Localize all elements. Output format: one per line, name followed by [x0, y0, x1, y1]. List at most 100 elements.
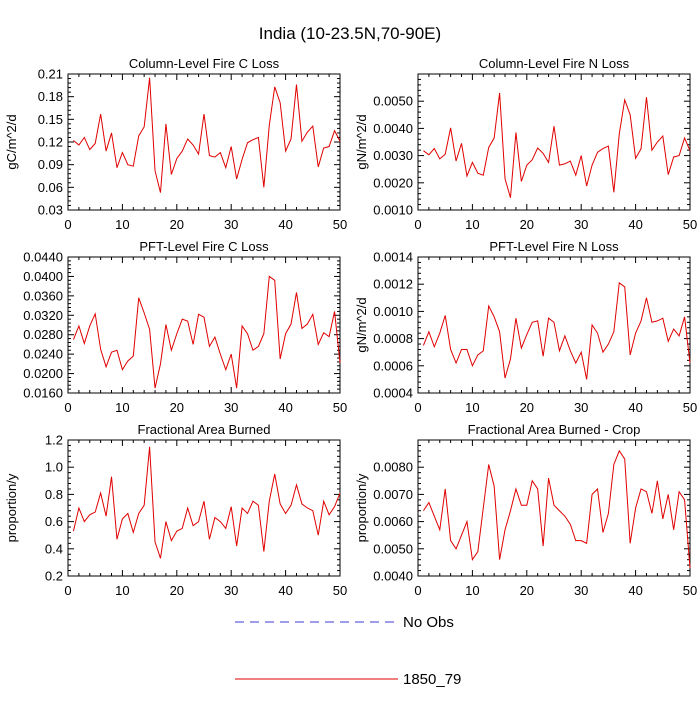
x-tick-label: 0 — [414, 217, 421, 232]
x-tick-label: 10 — [115, 583, 129, 598]
y-tick-label: 0.03 — [38, 203, 63, 218]
x-tick-label: 10 — [115, 217, 129, 232]
chart-panel-3: PFT-Level Fire C Loss 0 10 20 30 40 50 0.0160 0.… — [23, 239, 347, 415]
y-tick-label: 1.0 — [45, 460, 63, 475]
y-tick-label: 0.0440 — [23, 250, 63, 265]
panel-title: Column-Level Fire N Loss — [479, 56, 630, 71]
y-tick-label: 0.06 — [38, 180, 63, 195]
figure-title: India (10-23.5N,70-90E) — [259, 24, 441, 43]
y-axis-label: gN/m^2/d — [354, 297, 369, 352]
plot-frame — [417, 73, 691, 211]
panel-title: PFT-Level Fire N Loss — [489, 239, 619, 254]
x-tick-label: 20 — [170, 400, 184, 415]
plot-frame — [417, 256, 691, 394]
y-tick-label: 0.0040 — [373, 569, 413, 584]
x-tick-label: 50 — [333, 400, 347, 415]
legend: No Obs 1850_79 — [235, 614, 461, 688]
series-line-1850-79 — [73, 77, 341, 193]
x-tick-label: 20 — [520, 583, 534, 598]
y-tick-label: 0.18 — [38, 89, 63, 104]
x-tick-label: 20 — [170, 217, 184, 232]
x-tick-label: 10 — [465, 217, 479, 232]
chart-panel-4: PFT-Level Fire N Loss 0 10 20 30 40 50 0.0004 0.… — [354, 239, 697, 415]
x-tick-label: 40 — [628, 400, 642, 415]
y-tick-label: 0.0360 — [23, 288, 63, 303]
series-line-1850-79 — [72, 275, 341, 389]
y-tick-label: 0.0012 — [373, 277, 413, 292]
y-tick-label: 0.0320 — [23, 308, 63, 323]
y-tick-label: 0.0008 — [373, 331, 413, 346]
panel-title: Fractional Area Burned — [138, 422, 271, 437]
y-tick-label: 0.2 — [45, 569, 63, 584]
y-tick-label: 0.0050 — [373, 541, 413, 556]
x-tick-label: 20 — [520, 217, 534, 232]
y-tick-label: 0.21 — [38, 67, 63, 82]
y-tick-label: 0.0240 — [23, 347, 63, 362]
x-tick-label: 0 — [64, 583, 71, 598]
x-tick-label: 30 — [574, 583, 588, 598]
y-tick-label: 0.15 — [38, 112, 63, 127]
x-tick-label: 40 — [278, 400, 292, 415]
x-tick-label: 20 — [520, 400, 534, 415]
legend-label-1850-79: 1850_79 — [403, 671, 461, 688]
x-tick-label: 10 — [115, 400, 129, 415]
chart-panel-5: Fractional Area Burned 0 10 20 30 40 50 0.2 0.4 0… — [4, 422, 347, 598]
panel-title: PFT-Level Fire C Loss — [139, 239, 269, 254]
x-tick-label: 30 — [574, 217, 588, 232]
y-tick-label: 0.0030 — [373, 148, 413, 163]
y-tick-label: 0.0020 — [373, 175, 413, 190]
y-tick-label: 0.0070 — [373, 487, 413, 502]
y-tick-label: 0.8 — [45, 487, 63, 502]
panel-title: Fractional Area Burned - Crop — [468, 422, 641, 437]
y-tick-label: 0.0040 — [373, 121, 413, 136]
x-tick-label: 40 — [628, 217, 642, 232]
y-tick-label: 0.12 — [38, 135, 63, 150]
chart-panel-6: Fractional Area Burned - Crop 0 10 20 30 40 50… — [354, 422, 697, 598]
series-line-1850-79 — [422, 281, 691, 380]
chart-panel-2: Column-Level Fire N Loss 0 10 20 30 40 50 0.001… — [354, 56, 697, 232]
x-tick-label: 40 — [628, 583, 642, 598]
y-tick-label: 0.0010 — [373, 304, 413, 319]
x-tick-label: 20 — [170, 583, 184, 598]
y-tick-label: 0.0160 — [23, 386, 63, 401]
y-tick-label: 0.4 — [45, 541, 63, 556]
y-axis-label: gN/m^2/d — [354, 114, 369, 169]
y-axis-label: proportion/y — [354, 473, 369, 542]
x-tick-label: 50 — [333, 217, 347, 232]
x-tick-label: 50 — [683, 400, 697, 415]
y-tick-label: 0.0014 — [373, 250, 413, 265]
x-tick-label: 30 — [224, 217, 238, 232]
plot-frame — [67, 256, 341, 394]
x-tick-label: 50 — [683, 583, 697, 598]
y-tick-label: 0.0400 — [23, 269, 63, 284]
plot-frame — [67, 439, 341, 577]
x-tick-label: 0 — [64, 217, 71, 232]
x-tick-label: 40 — [278, 583, 292, 598]
y-axis-label: gC/m^2/d — [4, 114, 19, 169]
y-tick-label: 0.09 — [38, 157, 63, 172]
series-line-1850-79 — [423, 449, 691, 568]
y-tick-label: 0.0080 — [373, 460, 413, 475]
x-tick-label: 50 — [683, 217, 697, 232]
x-tick-label: 10 — [465, 400, 479, 415]
y-tick-label: 0.0200 — [23, 366, 63, 381]
x-tick-label: 30 — [224, 400, 238, 415]
x-tick-label: 50 — [333, 583, 347, 598]
y-tick-label: 0.0050 — [373, 94, 413, 109]
x-tick-label: 30 — [574, 400, 588, 415]
y-tick-label: 0.0010 — [373, 203, 413, 218]
panel-title: Column-Level Fire C Loss — [129, 56, 280, 71]
y-axis-label: proportion/y — [4, 473, 19, 542]
x-tick-label: 0 — [414, 583, 421, 598]
y-tick-label: 0.0280 — [23, 327, 63, 342]
legend-label-no-obs: No Obs — [403, 614, 454, 631]
x-tick-label: 10 — [465, 583, 479, 598]
x-tick-label: 0 — [64, 400, 71, 415]
y-tick-label: 0.0006 — [373, 358, 413, 373]
y-tick-label: 0.0004 — [373, 386, 413, 401]
chart-panel-1: Column-Level Fire C Loss 0 10 20 30 40 50 0.03 0… — [4, 56, 347, 232]
x-tick-label: 40 — [278, 217, 292, 232]
